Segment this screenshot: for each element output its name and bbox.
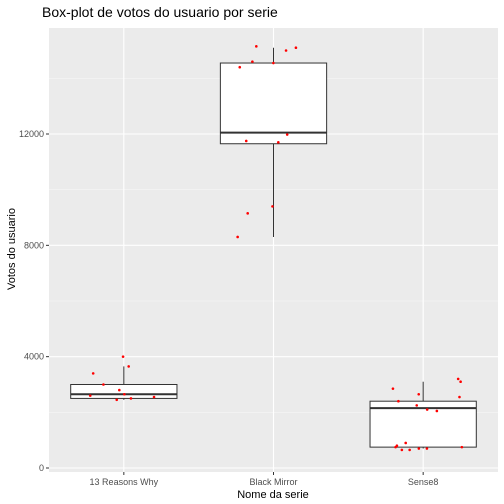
x-axis: 13 Reasons Why Black Mirror Sense8 — [90, 472, 439, 487]
data-point — [460, 445, 464, 449]
x-axis-label: Nome da serie — [237, 489, 309, 501]
data-point — [425, 447, 429, 450]
data-point — [88, 394, 92, 397]
data-point — [255, 45, 258, 48]
data-point — [277, 141, 280, 144]
x-tick-label: Black Mirror — [249, 477, 297, 487]
box-body — [219, 62, 328, 145]
data-point — [417, 447, 421, 450]
data-point — [123, 392, 126, 396]
data-point — [251, 60, 254, 63]
data-point — [238, 65, 242, 69]
points-layer — [88, 45, 464, 452]
data-point — [246, 212, 249, 215]
data-point — [458, 395, 461, 399]
data-point — [127, 365, 130, 368]
data-point — [415, 404, 419, 407]
data-point — [272, 61, 275, 65]
data-point — [115, 398, 119, 402]
boxes-layer — [70, 47, 477, 449]
data-point — [284, 49, 288, 52]
y-tick-label: 4000 — [24, 352, 44, 362]
y-tick-label: 12000 — [19, 129, 44, 139]
x-tick-label: 13 Reasons Why — [90, 477, 159, 487]
data-point — [271, 205, 274, 208]
x-tick-label: Sense8 — [408, 477, 439, 487]
data-point — [244, 139, 248, 143]
y-tick-label: 0 — [39, 463, 44, 473]
data-point — [391, 387, 395, 390]
data-point — [394, 445, 397, 449]
data-point — [121, 355, 125, 358]
data-point — [129, 397, 133, 400]
data-point — [400, 448, 404, 452]
box-black-mirror — [219, 47, 328, 237]
y-axis-label: Votos do usuario — [6, 208, 18, 290]
data-point — [435, 409, 439, 413]
data-point — [102, 383, 105, 386]
box-body — [70, 384, 178, 399]
data-point — [397, 399, 400, 403]
data-point — [425, 408, 429, 411]
data-point — [91, 372, 95, 375]
data-point — [408, 448, 411, 452]
y-axis: 0 4000 8000 12000 — [19, 129, 49, 473]
data-point — [118, 388, 121, 392]
data-point — [404, 441, 407, 445]
data-point — [417, 392, 421, 396]
y-tick-label: 8000 — [24, 240, 44, 250]
data-point — [236, 235, 239, 239]
data-point — [152, 395, 156, 399]
data-point — [285, 133, 289, 136]
chart-title: Box-plot de votos do usuario por serie — [42, 4, 278, 20]
box-sense8 — [369, 381, 477, 449]
data-point — [294, 46, 298, 50]
data-point — [456, 377, 460, 381]
data-point — [459, 380, 462, 384]
